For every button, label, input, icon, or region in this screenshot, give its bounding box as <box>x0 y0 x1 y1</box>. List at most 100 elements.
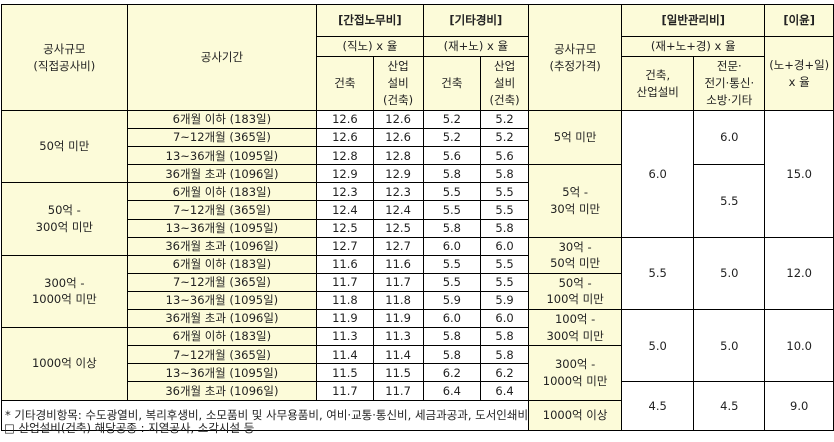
header-text: (노+경+일) <box>769 57 830 72</box>
header-col-building: 건축 <box>422 56 482 111</box>
other-expense-building: 5.8 <box>422 345 482 365</box>
period-cell: 36개월 초과 (1096일) <box>126 164 318 184</box>
header-col-industrial: 산업 설비 (건축) <box>372 56 424 111</box>
ga-other-rate: 6.0 <box>693 109 766 166</box>
indirect-labor-industrial: 11.7 <box>372 272 424 292</box>
period-cell: 13~36개월 (1095일) <box>126 363 318 383</box>
other-expense-building: 5.2 <box>422 128 482 148</box>
period-cell: 7~12개월 (365일) <box>126 272 318 292</box>
other-expense-industrial: 6.0 <box>480 309 530 329</box>
scale-estimated-cell: 5억 미만 <box>528 109 623 166</box>
table-row: 7~12개월 (365일) 11.4 11.4 5.8 5.8 300억 -1000억 미… <box>2 345 834 401</box>
other-expense-building: 5.5 <box>422 254 482 274</box>
indirect-labor-building: 12.8 <box>316 146 374 166</box>
header-text: (건축) <box>383 92 414 107</box>
indirect-labor-building: 11.7 <box>316 381 374 401</box>
header-text: 공사규모 <box>553 41 597 56</box>
cell-text: 30억 - <box>558 239 592 254</box>
profit-rate: 12.0 <box>764 236 834 311</box>
cell-text: 50억 미만 <box>550 256 601 271</box>
cost-rate-table: 공사규모 (직접공사비) 공사기간 [간접노무비] [기타경비] 공사규모 (추정가… <box>0 4 834 431</box>
header-text: 설비 <box>493 76 516 91</box>
header-text: 공사규모 <box>43 41 86 56</box>
indirect-labor-building: 11.9 <box>316 309 374 329</box>
table-row: 36개월 초과 (1096일) 11.9 11.9 6.0 6.0 100억 -300억 … <box>2 309 834 383</box>
other-expense-building: 6.4 <box>422 381 482 401</box>
table-row: 7~12개월 (365일) 12.6 12.6 5.2 5.2 <box>2 128 834 148</box>
other-expense-building: 6.0 <box>422 236 482 256</box>
indirect-labor-building: 11.5 <box>316 363 374 383</box>
indirect-labor-building: 12.9 <box>316 164 374 184</box>
indirect-labor-building: 12.5 <box>316 218 374 238</box>
other-expense-industrial: 5.8 <box>480 218 530 238</box>
table-row: 36개월 초과 (1096일) 12.9 12.9 5.8 5.8 5억 -30억 미만 5… <box>2 164 834 238</box>
indirect-labor-building: 12.6 <box>316 109 374 130</box>
other-expense-industrial: 5.5 <box>480 254 530 274</box>
other-expense-industrial: 5.9 <box>480 290 530 311</box>
table-row: 7~12개월 (365일) 11.7 11.7 5.5 5.5 50억 -100억 미만 <box>2 272 834 311</box>
header-scale-direct: 공사규모 (직접공사비) <box>1 4 128 111</box>
cell-text: 30억 미만 <box>550 201 601 216</box>
indirect-labor-building: 11.4 <box>316 345 374 365</box>
cell-text: 300억 미만 <box>546 328 604 343</box>
other-expense-industrial: 5.5 <box>480 182 530 202</box>
other-expense-industrial: 5.5 <box>480 272 530 292</box>
indirect-labor-building: 12.6 <box>316 128 374 148</box>
indirect-labor-industrial: 11.3 <box>372 327 424 347</box>
period-cell: 7~12개월 (365일) <box>126 200 318 220</box>
other-expense-industrial: 5.5 <box>480 200 530 220</box>
header-other-expense: [기타경비] <box>422 4 530 37</box>
scale-estimated-cell: 5억 -30억 미만 <box>528 164 623 238</box>
header-text: (건축) <box>489 92 520 107</box>
header-text: 산업 <box>493 59 516 74</box>
ga-other-rate: 5.5 <box>693 164 766 238</box>
indirect-labor-industrial: 11.9 <box>372 309 424 329</box>
other-expense-building: 5.2 <box>422 109 482 130</box>
ga-building-rate: 6.0 <box>621 110 695 238</box>
header-text: 설비 <box>387 76 409 91</box>
table-row: 300억 -1000억 미만 6개월 이하 (183일) 11.6 11.6 5.5 5.… <box>1 254 834 329</box>
footnote-row: * 기타경비항목: 수도광열비, 복리후생비, 소모품비 및 사무용품비, 여비… <box>0 399 834 431</box>
indirect-labor-building: 11.6 <box>316 254 374 274</box>
cell-text: 50억 - <box>47 203 81 218</box>
table-row: 13~36개월 (1095일) 12.8 12.8 5.6 5.6 <box>2 146 834 166</box>
ga-other-rate: 4.5 <box>693 381 766 431</box>
other-expense-building: 5.8 <box>422 164 482 184</box>
ga-building-rate: 5.0 <box>621 309 695 383</box>
industrial-note: □ 산업설비(건축) 해당공종 : 지열공사, 소각시설 등 <box>4 421 255 435</box>
table-row: 50억 미만 6개월 이하 (183일) 12.6 12.6 5.2 5.2 5억 미만 6.… <box>1 109 834 238</box>
indirect-labor-industrial: 12.8 <box>372 146 424 166</box>
other-expense-building: 6.0 <box>422 309 482 329</box>
header-text: 건축, <box>645 67 671 82</box>
table-row: 13~36개월 (1095일) 12.5 12.5 5.8 5.8 <box>2 218 834 238</box>
scale-estimated-cell: 300억 -1000억 미만 <box>528 345 623 401</box>
cell-text: 100억 미만 <box>546 292 604 307</box>
indirect-labor-building: 11.8 <box>316 290 374 311</box>
profit-rate: 15.0 <box>764 110 834 238</box>
other-expense-building: 5.6 <box>422 146 482 166</box>
header-scale-estimated: 공사규모 (추정가격) <box>528 4 623 111</box>
indirect-labor-building: 12.3 <box>316 182 374 202</box>
table-row: 50억 -300억 미만 6개월 이하 (183일) 12.3 12.3 5.5 5.5 <box>1 182 834 256</box>
other-expense-building: 5.8 <box>422 218 482 238</box>
scale-estimated-cell: 30억 - 50억 미만 <box>528 236 623 274</box>
cell-text: 5억 미만 <box>553 130 597 145</box>
scale-group-label: 1000억 이상 <box>1 327 128 401</box>
expense-items-note: * 기타경비항목: 수도광열비, 복리후생비, 소모품비 및 사무용품비, 여비… <box>0 399 530 431</box>
period-cell: 36개월 초과 (1096일) <box>126 381 318 401</box>
scale-estimated-cell: 100억 - 300억 미만 <box>528 309 623 347</box>
ga-other-rate: 5.0 <box>693 309 766 383</box>
other-expense-industrial: 5.8 <box>480 345 530 365</box>
cell-text: 300억 - <box>44 275 85 290</box>
cell-text: 50억 미만 <box>39 139 90 154</box>
indirect-labor-building: 11.7 <box>316 272 374 292</box>
indirect-labor-industrial: 12.9 <box>372 164 424 184</box>
other-expense-building: 5.5 <box>422 200 482 220</box>
cell-text: 50억 - <box>558 275 592 290</box>
scale-group-label: 300억 - 1000억 미만 <box>1 254 128 329</box>
indirect-labor-industrial: 11.7 <box>372 381 424 401</box>
table-row: 36개월 초과 (1096일) 12.7 12.7 6.0 6.0 30억 -50억 미만… <box>2 236 834 311</box>
header-text: x 율 <box>788 74 810 89</box>
